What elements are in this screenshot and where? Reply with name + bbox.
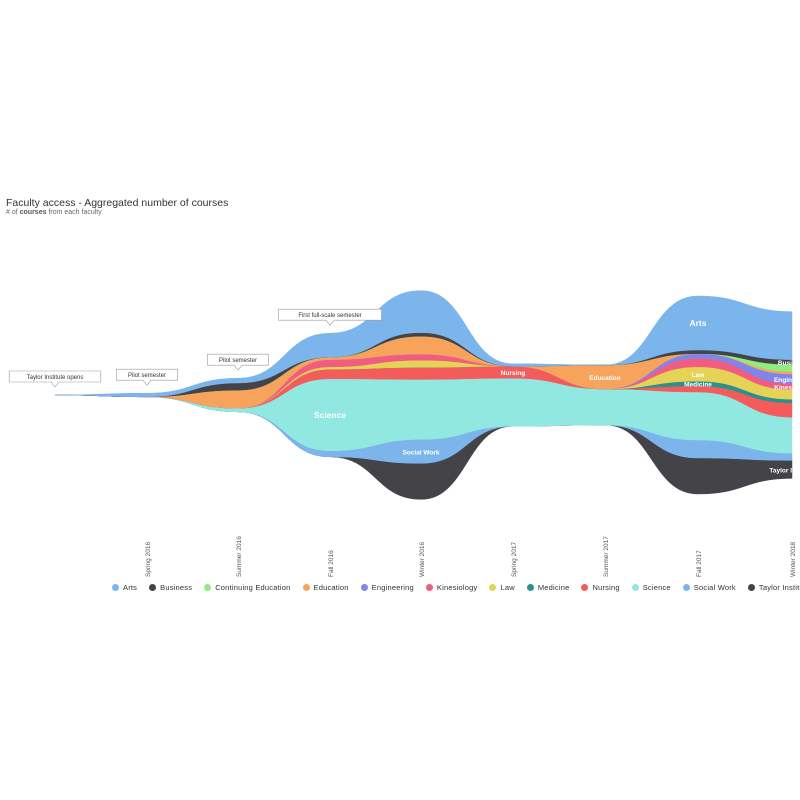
area-label-education: Education	[589, 375, 620, 382]
legend-item-engineering[interactable]: Engineering	[360, 583, 414, 592]
legend-label: Kinesiology	[436, 583, 478, 592]
legend-label: Law	[500, 583, 515, 592]
legend-swatch	[149, 584, 157, 591]
x-tick-label: Fall 2016	[328, 550, 335, 577]
legend-swatch	[302, 584, 310, 591]
subtitle-suffix: from each faculty	[48, 209, 102, 216]
annotation-text: First full-scale semester	[298, 313, 361, 319]
legend-item-social-work[interactable]: Social Work	[682, 583, 736, 592]
area-label-social-work: Social Work	[402, 449, 439, 456]
legend-item-kinesiology[interactable]: Kinesiology	[425, 583, 478, 592]
legend-item-law[interactable]: Law	[489, 583, 515, 592]
area-label-nursing: Nursing	[501, 370, 526, 377]
legend-item-nursing[interactable]: Nursing	[581, 583, 620, 592]
x-tick-label: Fall 2017	[696, 550, 703, 577]
area-label-science: Science	[314, 410, 346, 420]
legend-item-education[interactable]: Education	[302, 583, 349, 592]
legend-label: Arts	[123, 583, 138, 592]
legend-swatch	[204, 584, 212, 591]
area-label-business: Busi	[778, 360, 792, 367]
area-label-medicine: Medicine	[684, 382, 712, 389]
x-tick-label: Spring 2017	[511, 542, 518, 577]
annotation-text: Pilot semester	[128, 373, 166, 379]
legend-label: Engineering	[371, 583, 414, 592]
legend-swatch	[112, 584, 119, 591]
legend-item-business[interactable]: Business	[149, 583, 192, 592]
x-tick-label: Winter 2018	[790, 542, 797, 577]
legend-swatch	[581, 584, 589, 591]
legend-item-arts[interactable]: Arts	[112, 583, 137, 592]
legend-label: Taylor Institute	[758, 583, 800, 592]
legend-label: Social Work	[693, 583, 736, 592]
annotation-text: Taylor Institute opens	[27, 375, 84, 381]
legend-label: Medicine	[537, 583, 570, 592]
annotation-callout: First full-scale semester	[278, 308, 382, 326]
legend-swatch	[747, 584, 755, 591]
area-label-law: Law	[692, 372, 706, 379]
legend-label: Business	[160, 583, 193, 592]
annotation-callout: Taylor Institute opens	[8, 370, 102, 388]
legend-swatch	[360, 584, 368, 591]
annotation-callout: Pilot semester	[116, 368, 178, 386]
area-label-kinesiology: Kines	[774, 385, 792, 392]
x-tick-label: Spring 2016	[145, 542, 152, 577]
x-tick-label: Winter 2016	[419, 542, 426, 577]
legend-item-science[interactable]: Science	[631, 583, 671, 592]
x-tick-label: Summer 2017	[603, 536, 610, 577]
legend-swatch	[526, 584, 534, 591]
subtitle-strong: courses	[19, 209, 47, 216]
subtitle-prefix: # of	[6, 209, 18, 216]
area-label-taylor-institute: Taylor I	[769, 467, 792, 474]
area-label-arts: Arts	[689, 318, 706, 328]
legend-label: Continuing Education	[215, 583, 291, 592]
legend-label: Nursing	[592, 583, 620, 592]
legend-item-medicine[interactable]: Medicine	[526, 583, 570, 592]
chart-title: Faculty access - Aggregated number of co…	[6, 197, 229, 209]
x-tick-label: Summer 2016	[236, 536, 243, 577]
chart-legend: Arts Business Continuing Education Educatio…	[112, 583, 800, 592]
stream-layer-arts[interactable]	[54, 290, 793, 398]
annotation-callout: Pilot semester	[207, 353, 269, 371]
legend-label: Education	[313, 583, 349, 592]
legend-swatch	[489, 584, 497, 591]
legend-swatch	[682, 584, 690, 591]
legend-swatch	[631, 584, 639, 591]
area-label-engineering: Engin	[774, 377, 792, 384]
legend-item-taylor-institute[interactable]: Taylor Institute	[747, 583, 800, 592]
legend-swatch	[425, 584, 433, 591]
annotation-text: Pilot semester	[219, 358, 257, 364]
legend-item-continuing-education[interactable]: Continuing Education	[204, 583, 290, 592]
legend-label: Science	[642, 583, 671, 592]
chart-subtitle: # of courses from each faculty	[6, 209, 102, 216]
